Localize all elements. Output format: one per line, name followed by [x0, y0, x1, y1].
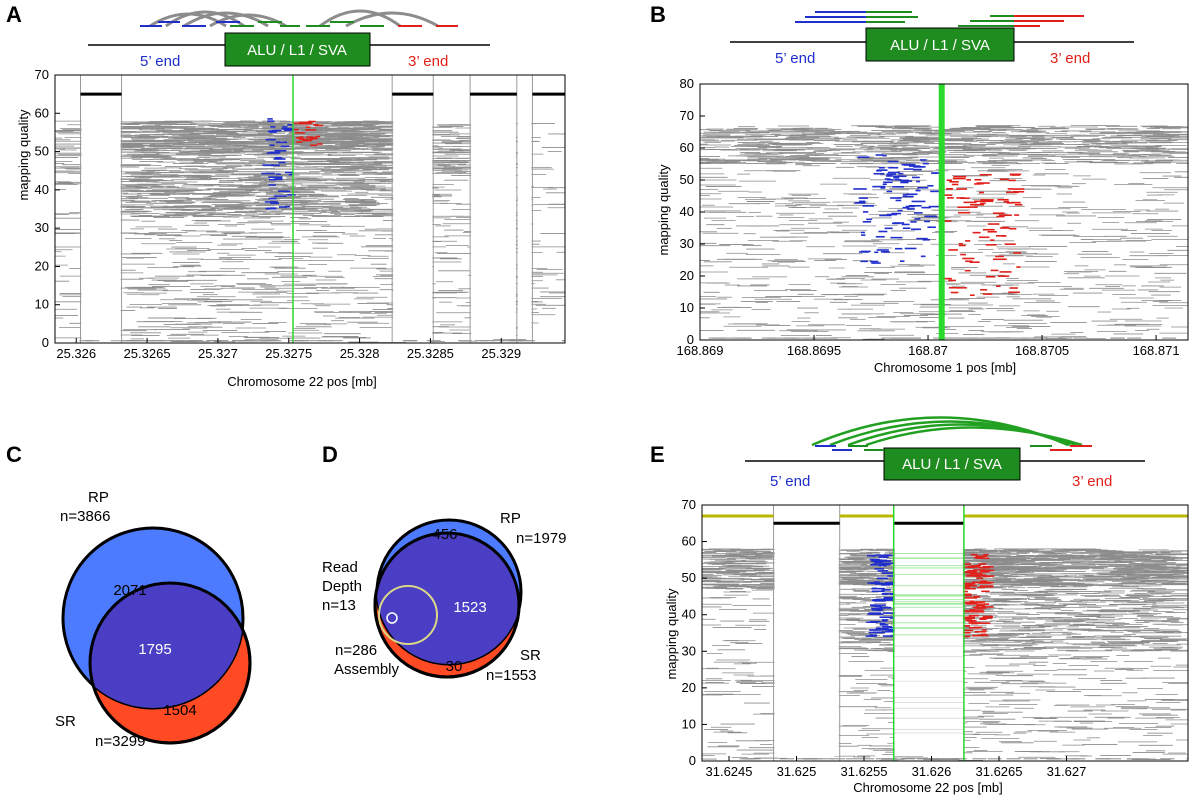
x-tick-label-b-1: 168.8695 — [787, 343, 841, 358]
y-tick-label-b-5: 50 — [680, 172, 694, 187]
element-label-b: ALU / L1 / SVA — [890, 37, 990, 54]
five-prime-label-b: 5’ end — [775, 50, 815, 67]
chart-e: 31.6245 31.625 31.6255 31.626 31.6265 31.6270… — [664, 497, 1189, 795]
five-prime-label-e: 5’ end — [770, 473, 810, 490]
x-axis-label-a: Chromosome 22 pos [mb] — [227, 374, 377, 389]
y-tick-label-a-2: 20 — [35, 258, 49, 273]
y-tick-label-b-3: 30 — [680, 236, 694, 251]
x-axis-label-b: Chromosome 1 pos [mb] — [874, 360, 1016, 375]
y-axis-label-b: mapping quality — [656, 164, 671, 256]
read-segments-b — [795, 11, 1084, 27]
x-tick-label-a-4: 25.328 — [340, 346, 380, 361]
y-tick-label-a-4: 40 — [35, 182, 49, 197]
chart-b: 168.869 168.8695 168.87 168.8705 168.871 0 10 2… — [656, 76, 1189, 375]
gap-block-a-0 — [81, 76, 121, 338]
gap-block-a-3 — [517, 76, 532, 338]
y-tick-label-b-8: 80 — [680, 76, 694, 91]
gap-block-a-1 — [393, 76, 433, 338]
schematic-a: ALU / L1 / SVA 5’ end 3’ end — [88, 9, 490, 70]
x-tick-label-a-5: 25.3285 — [407, 346, 454, 361]
element-box-a — [224, 32, 371, 67]
read-segments-a — [140, 21, 458, 27]
three-prime-label-a: 3’ end — [408, 53, 448, 70]
plot-area-a: 25.326 25.3265 25.327 25.3275 25.328 25.3285 2… — [35, 67, 566, 361]
reads-b — [700, 125, 1188, 340]
x-tick-label-a-3: 25.3275 — [265, 346, 312, 361]
plot-area-e: 31.6245 31.625 31.6255 31.626 31.6265 31.6270… — [682, 497, 1189, 779]
chart-a: 25.326 25.3265 25.327 25.3275 25.328 25.3285 2… — [16, 67, 566, 389]
three-prime-label-b: 3’ end — [1050, 50, 1090, 67]
five-prime-label-a: 5’ end — [140, 53, 180, 70]
schematic-e: ALU / L1 / SVA 5’ end 3’ end — [745, 416, 1145, 490]
y-tick-label-b-0: 0 — [687, 332, 694, 347]
plot-area-b: 168.869 168.8695 168.87 168.8705 168.871 0 10 2… — [677, 76, 1189, 358]
x-tick-label-b-2: 168.87 — [908, 343, 948, 358]
y-tick-label-b-4: 40 — [680, 204, 694, 219]
element-box-e — [883, 447, 1021, 481]
y-axis-label-a: mapping quality — [16, 109, 31, 201]
y-tick-label-a-6: 60 — [35, 105, 49, 120]
x-tick-label-a-6: 25.329 — [481, 346, 521, 361]
y-tick-label-a-3: 30 — [35, 220, 49, 235]
y-tick-label-b-7: 70 — [680, 108, 694, 123]
reads-a — [55, 118, 565, 343]
element-label-e: ALU / L1 / SVA — [902, 456, 1002, 473]
gap-block-a-2 — [471, 76, 516, 338]
panel-letter-a: A — [6, 2, 22, 27]
read-pair-arcs-e — [811, 416, 1083, 447]
y-tick-label-a-0: 0 — [42, 335, 49, 350]
read-pair-arcs-a — [149, 9, 439, 28]
panel-letter-c: C — [6, 442, 22, 467]
y-tick-label-a-7: 70 — [35, 67, 49, 82]
y-tick-label-b-6: 60 — [680, 140, 694, 155]
element-label-a: ALU / L1 / SVA — [247, 42, 347, 59]
y-tick-label-b-2: 20 — [680, 268, 694, 283]
three-prime-label-e: 3’ end — [1072, 473, 1112, 490]
element-box-b — [865, 27, 1015, 62]
schematic-b: ALU / L1 / SVA 5’ end 3’ end — [730, 11, 1134, 67]
x-tick-label-a-2: 25.327 — [198, 346, 238, 361]
read-segments-e — [815, 445, 1092, 451]
x-tick-label-a-0: 25.326 — [56, 346, 96, 361]
y-tick-label-a-1: 10 — [35, 297, 49, 312]
plot-frame-a — [54, 74, 566, 344]
x-tick-label-b-4: 168.871 — [1133, 343, 1180, 358]
panel-letter-e: E — [650, 442, 665, 467]
x-tick-label-b-3: 168.8705 — [1015, 343, 1069, 358]
y-tick-label-b-1: 10 — [680, 300, 694, 315]
y-tick-label-a-5: 50 — [35, 144, 49, 159]
x-tick-label-a-1: 25.3265 — [124, 346, 171, 361]
panel-letter-d: D — [322, 442, 338, 467]
x-tick-label-b-0: 168.869 — [677, 343, 724, 358]
panel-letter-b: B — [650, 2, 666, 27]
